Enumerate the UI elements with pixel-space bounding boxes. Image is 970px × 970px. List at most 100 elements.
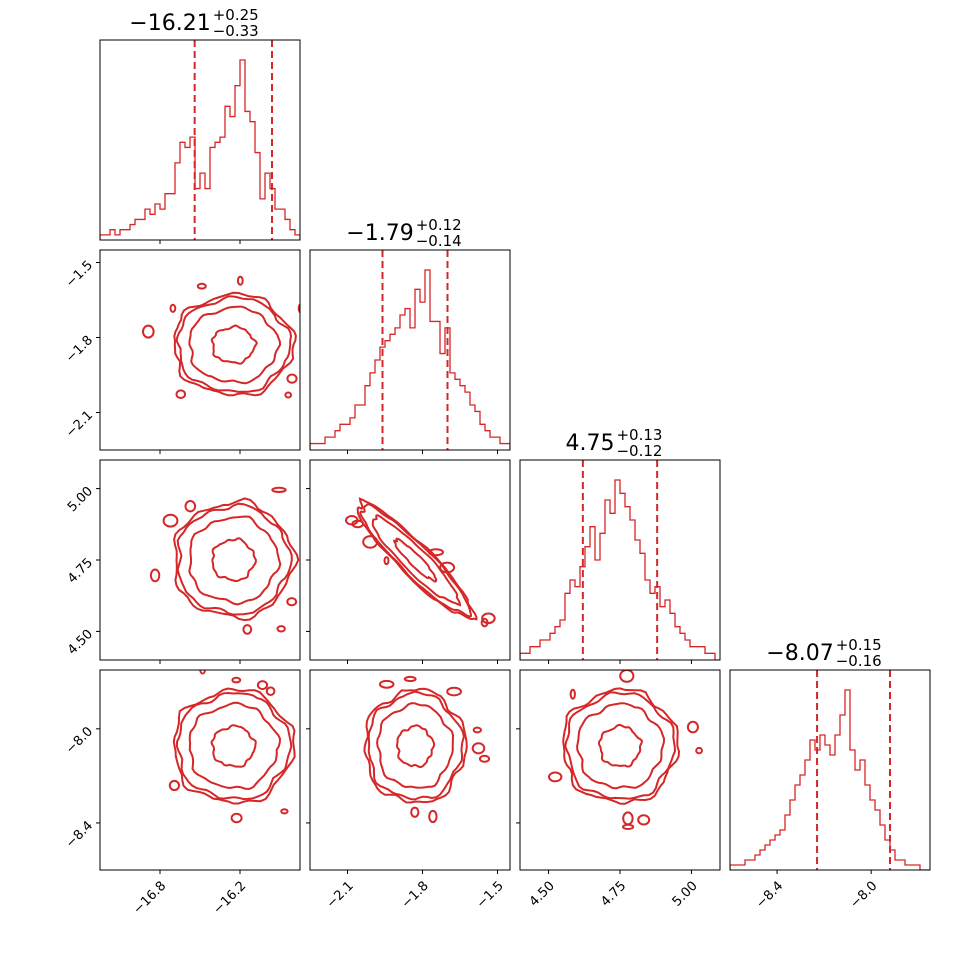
- y-tick-label: −8.4: [63, 818, 96, 851]
- histogram-3: [730, 689, 930, 870]
- panel-0-3: −16.8 −16.2 −8.4 −8.0: [63, 669, 315, 918]
- contour-island: [410, 806, 420, 818]
- axes-frame: [99, 459, 301, 661]
- x-tick-label: −1.8: [399, 879, 432, 912]
- contour-2-3-3: [562, 687, 681, 805]
- contour-1-3-1: [376, 702, 455, 789]
- contour-island: [286, 597, 298, 607]
- contour-0-1-3: [173, 291, 297, 397]
- contour-island: [184, 500, 197, 513]
- contour-island: [378, 679, 395, 689]
- contour-island: [271, 486, 287, 493]
- contour-island: [297, 303, 300, 314]
- axes-frame: [99, 249, 301, 451]
- contour-island: [142, 324, 155, 339]
- panel-content: [100, 40, 300, 240]
- contour-island: [383, 556, 390, 566]
- contour-island: [162, 513, 179, 528]
- contour-2-3-2: [564, 691, 677, 800]
- panel-2-3: 4.50 4.75 5.00: [516, 669, 721, 910]
- contour-island: [480, 617, 489, 628]
- contour-island: [286, 373, 298, 384]
- contour-1-3-0: [395, 724, 436, 769]
- panel-content: [149, 486, 300, 635]
- contour-island: [231, 676, 242, 684]
- contour-0-1-1: [188, 305, 282, 385]
- x-tick-label: −8.4: [753, 879, 786, 912]
- panel-content: [168, 670, 315, 824]
- contour-island: [256, 680, 269, 691]
- contour-0-2-3: [173, 497, 300, 622]
- x-tick-label: 4.75: [598, 879, 629, 910]
- contour-island: [428, 809, 438, 824]
- title-median: −1.79: [346, 221, 413, 246]
- contour-island: [168, 779, 180, 792]
- panel-3-3: −8.07 +0.15−0.16 −8.4 −8.0: [729, 636, 931, 912]
- contour-island: [478, 754, 491, 763]
- title-plus-1: +0.12: [416, 216, 462, 234]
- title-plus-0: +0.25: [213, 6, 259, 24]
- title-minus-1: −0.14: [416, 232, 462, 250]
- contour-0-3-1: [188, 701, 282, 790]
- y-tick-label: 4.50: [65, 627, 96, 658]
- title-plus-2: +0.13: [616, 426, 662, 444]
- x-tick-label: −16.8: [130, 879, 169, 918]
- title-1: −1.79: [346, 221, 413, 246]
- title-2: 4.75: [566, 431, 615, 456]
- contour-1-3-2: [367, 690, 465, 801]
- histogram-1: [310, 269, 510, 450]
- title-minus-2: −0.12: [616, 442, 662, 460]
- panel-content: [345, 497, 496, 628]
- title-minus-3: −0.16: [836, 652, 882, 670]
- contour-0-1-2: [175, 295, 293, 393]
- panel-1-2: [306, 459, 511, 664]
- contour-island: [471, 742, 486, 755]
- contour-island: [196, 282, 207, 290]
- contour-island: [569, 688, 576, 700]
- x-tick-label: −16.2: [210, 879, 249, 918]
- title-plus-3: +0.15: [836, 636, 882, 654]
- axes-frame: [309, 459, 511, 661]
- contour-island: [686, 720, 699, 734]
- x-tick-label: 5.00: [670, 879, 701, 910]
- contour-island: [265, 686, 276, 697]
- panel-content: [520, 460, 720, 660]
- panel-1-3: −2.1 −1.8 −1.5: [306, 669, 511, 912]
- contour-island: [199, 670, 206, 675]
- contour-island: [276, 625, 286, 633]
- panel-content: [310, 250, 510, 450]
- contour-island: [280, 808, 289, 815]
- contour-1-2-0: [393, 537, 438, 583]
- contour-island: [362, 535, 379, 549]
- title-median: −8.07: [766, 641, 833, 666]
- contour-0-3-3: [172, 687, 296, 805]
- axes-frame: [99, 669, 301, 871]
- contour-island: [403, 675, 417, 683]
- contour-island: [303, 776, 315, 786]
- x-tick-label: −2.1: [324, 879, 357, 912]
- contour-island: [637, 814, 651, 826]
- histogram-2: [520, 479, 720, 660]
- contour-island: [622, 823, 635, 831]
- contour-0-2-1: [188, 515, 282, 606]
- y-tick-label: 5.00: [65, 484, 96, 515]
- contour-1-2-2: [359, 503, 473, 618]
- axes-frame: [309, 249, 511, 451]
- axes-frame: [99, 39, 301, 241]
- title-median: 4.75: [566, 431, 615, 456]
- contour-island: [428, 548, 444, 557]
- contour-2-3-0: [597, 723, 643, 768]
- panel-1-1: −1.79 +0.12−0.14: [309, 216, 511, 454]
- y-tick-label: −8.0: [63, 724, 96, 757]
- panel-content: [363, 675, 491, 824]
- contour-island: [284, 391, 293, 399]
- contour-island: [345, 515, 359, 526]
- histogram-0: [100, 59, 300, 240]
- axes-frame: [519, 669, 721, 871]
- y-tick-label: 4.75: [65, 555, 96, 586]
- contour-island: [169, 303, 177, 313]
- panel-0-1: −2.1 −1.8 −1.5: [63, 249, 301, 454]
- title-median: −16.21: [129, 11, 210, 36]
- title-0: −16.21: [129, 11, 210, 36]
- contour-island: [695, 746, 703, 755]
